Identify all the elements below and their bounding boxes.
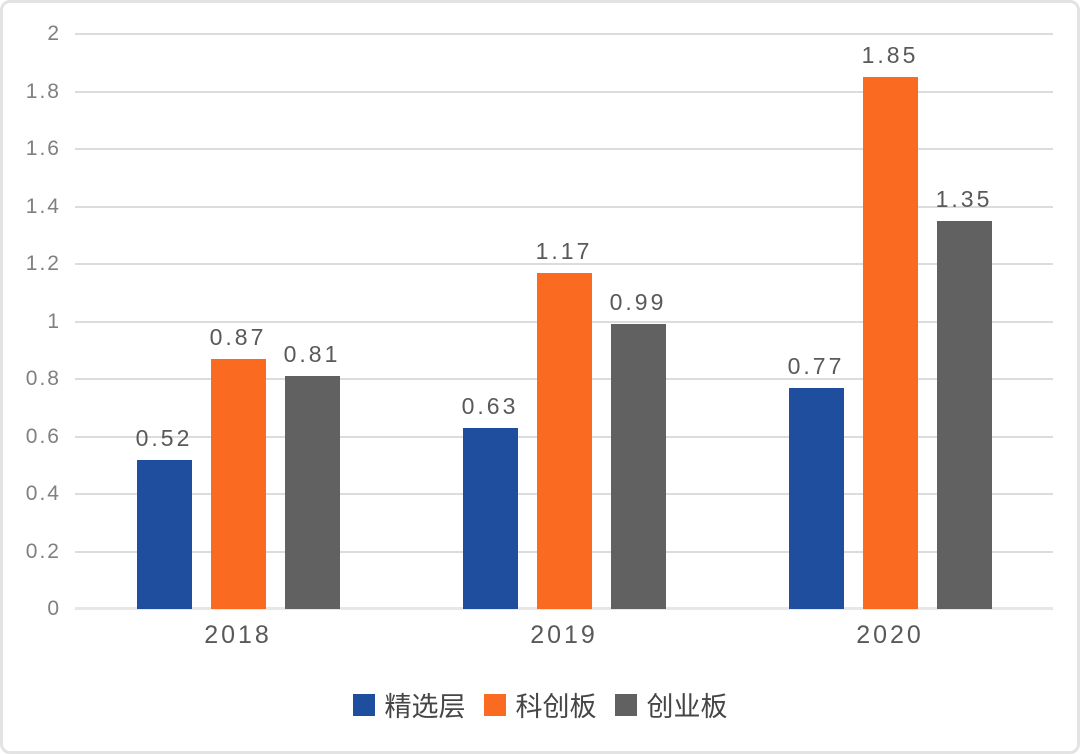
y-axis-tick-label: 1.2	[25, 252, 61, 275]
legend-item-科创板: 科创板	[483, 685, 597, 724]
bar-科创板-2019: 1.17	[536, 238, 592, 609]
legend-swatch-icon	[352, 693, 375, 716]
bar-科创板-2018: 0.87	[210, 324, 266, 609]
bar-value-label: 0.87	[209, 323, 267, 350]
bar-科创板-2020: 1.85	[862, 42, 918, 609]
bar-value-label: 1.35	[935, 185, 993, 212]
bar-group: 0.77 1.85 1.35	[727, 34, 1053, 609]
bar-value-label: 1.85	[861, 42, 919, 69]
y-axis-tick-label: 1.8	[25, 79, 61, 103]
bar-value-label: 0.52	[135, 424, 193, 451]
gridline	[75, 90, 1053, 93]
plot-area: 0.52 0.87 0.81 0.63 1.17 0.99 0.77 1.85 1.35	[75, 33, 1053, 610]
bar-group: 0.52 0.87 0.81	[75, 34, 401, 609]
bar-value-label: 0.63	[461, 392, 519, 419]
gridline	[75, 205, 1053, 208]
bar-value-label: 1.17	[535, 237, 593, 264]
bar-value-label: 0.77	[787, 352, 845, 379]
bar-创业板-2018: 0.81	[284, 341, 340, 609]
y-axis-tick-label: 2	[47, 22, 61, 45]
bar-group: 0.63 1.17 0.99	[401, 34, 727, 609]
legend-label: 创业板	[646, 692, 728, 722]
gridline	[75, 263, 1053, 265]
bar-创业板-2019: 0.99	[610, 289, 666, 609]
y-axis-tick-label: 0.8	[25, 367, 61, 390]
legend-swatch-icon	[483, 693, 506, 716]
bar-精选层-2020: 0.77	[788, 353, 844, 609]
legend-swatch-icon	[614, 693, 637, 716]
bar-创业板-2020: 1.35	[936, 186, 992, 609]
y-axis-tick-label: 0.4	[25, 482, 61, 505]
legend-label: 精选层	[384, 692, 466, 722]
gridline	[75, 33, 1053, 35]
y-axis-tick-label: 1.6	[25, 137, 61, 160]
bar-value-label: 0.81	[283, 341, 341, 368]
y-axis-tick-label: 0.6	[25, 424, 61, 448]
bar-精选层-2019: 0.63	[462, 393, 518, 609]
x-axis-tick-label: 2019	[530, 621, 598, 649]
x-axis-tick-label: 2020	[856, 621, 924, 649]
legend-label: 科创板	[515, 692, 597, 722]
y-axis-tick-label: 1	[47, 309, 61, 333]
bar-精选层-2018: 0.52	[136, 425, 192, 609]
x-axis-tick-label: 2018	[204, 621, 272, 649]
y-axis-tick-label: 0.2	[25, 539, 61, 563]
bar-value-label: 0.99	[609, 289, 667, 316]
gridline	[75, 148, 1053, 150]
y-axis-tick-label: 0	[47, 597, 61, 620]
legend-item-创业板: 创业板	[614, 685, 728, 724]
y-axis-tick-label: 1.4	[25, 194, 61, 218]
legend: 精选层 科创板 创业板	[3, 685, 1077, 724]
legend-item-精选层: 精选层	[352, 685, 466, 724]
